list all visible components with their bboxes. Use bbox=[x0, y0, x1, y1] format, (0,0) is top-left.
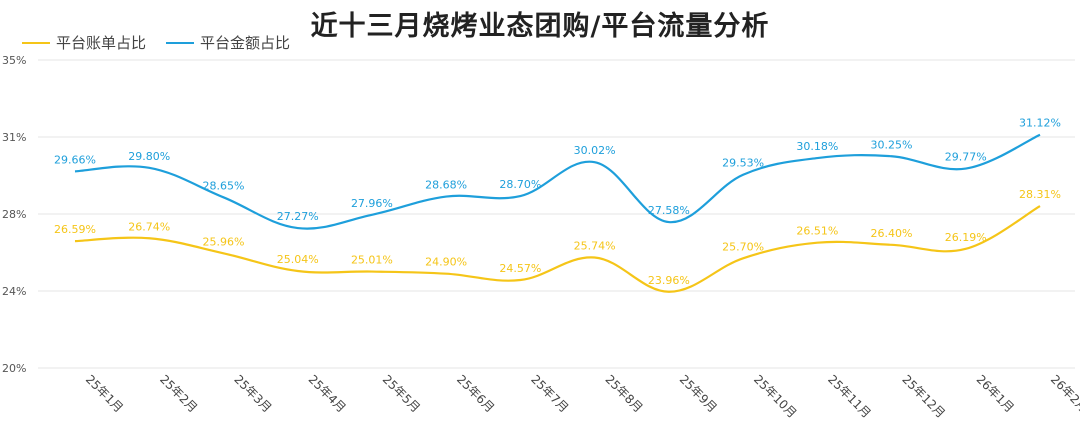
chart-legend: 平台账单占比 平台金额占比 bbox=[22, 32, 290, 53]
data-label: 30.18% bbox=[796, 140, 838, 153]
y-tick-label: 35% bbox=[2, 54, 26, 67]
series-line-amount-share bbox=[74, 133, 1041, 230]
data-label: 30.25% bbox=[871, 138, 913, 151]
data-label: 27.27% bbox=[277, 210, 319, 223]
y-tick-label: 28% bbox=[2, 208, 26, 221]
data-label: 29.80% bbox=[128, 150, 170, 163]
x-tick-label: 25年11月 bbox=[825, 372, 873, 420]
data-label: 31.12% bbox=[1019, 117, 1061, 130]
x-tick-label: 26年1月 bbox=[974, 372, 1017, 415]
legend-label-amount: 平台金额占比 bbox=[200, 34, 291, 52]
data-label: 26.19% bbox=[945, 231, 987, 244]
data-label: 25.01% bbox=[351, 254, 393, 267]
series-layer bbox=[74, 133, 1041, 293]
legend-swatch-billing bbox=[22, 41, 50, 44]
x-tick-label: 25年12月 bbox=[899, 372, 947, 420]
data-label: 27.96% bbox=[351, 197, 393, 210]
x-tick-label: 25年5月 bbox=[380, 372, 423, 415]
data-label: 26.40% bbox=[871, 227, 913, 240]
x-tick-label: 25年6月 bbox=[454, 372, 497, 415]
legend-item-amount-share[interactable]: 平台金额占比 bbox=[166, 32, 290, 53]
data-label: 28.68% bbox=[425, 179, 467, 192]
data-label: 29.66% bbox=[54, 153, 96, 166]
legend-label-billing: 平台账单占比 bbox=[56, 34, 147, 52]
data-label: 28.31% bbox=[1019, 188, 1061, 201]
data-label: 26.51% bbox=[796, 225, 838, 238]
x-tick-label: 25年7月 bbox=[528, 372, 571, 415]
data-label: 25.96% bbox=[202, 235, 244, 248]
data-label: 27.58% bbox=[648, 204, 690, 217]
data-label: 30.02% bbox=[574, 144, 616, 157]
data-label: 24.57% bbox=[499, 262, 541, 275]
grid-layer bbox=[38, 59, 1075, 369]
x-tick-label: 25年4月 bbox=[306, 372, 349, 415]
chart-title: 近十三月烧烤业态团购/平台流量分析 bbox=[310, 11, 770, 42]
data-label: 29.77% bbox=[945, 151, 987, 164]
data-label: 25.04% bbox=[277, 253, 319, 266]
data-label: 29.53% bbox=[722, 157, 764, 170]
y-axis-ticks: 20% 24% 28% 31% 35% bbox=[2, 54, 26, 375]
x-tick-label: 25年2月 bbox=[157, 372, 200, 415]
data-label-layer: 26.59% 26.74% 25.96% 25.04% 25.01% 24.90% 24.5… bbox=[54, 117, 1061, 287]
data-label: 24.90% bbox=[425, 256, 467, 269]
y-tick-label: 20% bbox=[2, 362, 26, 375]
series-line-billing-share bbox=[74, 205, 1041, 293]
y-tick-label: 24% bbox=[2, 285, 26, 298]
data-label: 26.59% bbox=[54, 223, 96, 236]
x-tick-label: 25年8月 bbox=[602, 372, 645, 415]
data-label: 28.70% bbox=[499, 178, 541, 191]
data-label: 28.65% bbox=[202, 179, 244, 192]
x-axis-ticks: 25年1月 25年2月 25年3月 25年4月 25年5月 25年6月 25年7月 25年8月… bbox=[83, 372, 1080, 420]
x-tick-label: 25年3月 bbox=[231, 372, 274, 415]
x-tick-label: 26年2月 bbox=[1048, 372, 1080, 415]
data-label: 25.74% bbox=[574, 240, 616, 253]
data-label: 26.74% bbox=[128, 220, 170, 233]
x-tick-label: 25年9月 bbox=[677, 372, 720, 415]
data-label: 23.96% bbox=[648, 274, 690, 287]
y-tick-label: 31% bbox=[2, 131, 26, 144]
x-tick-label: 25年1月 bbox=[83, 372, 126, 415]
x-tick-label: 25年10月 bbox=[751, 372, 799, 420]
legend-swatch-amount bbox=[166, 41, 195, 44]
data-label: 25.70% bbox=[722, 240, 764, 253]
legend-item-billing-share[interactable]: 平台账单占比 bbox=[22, 32, 146, 53]
